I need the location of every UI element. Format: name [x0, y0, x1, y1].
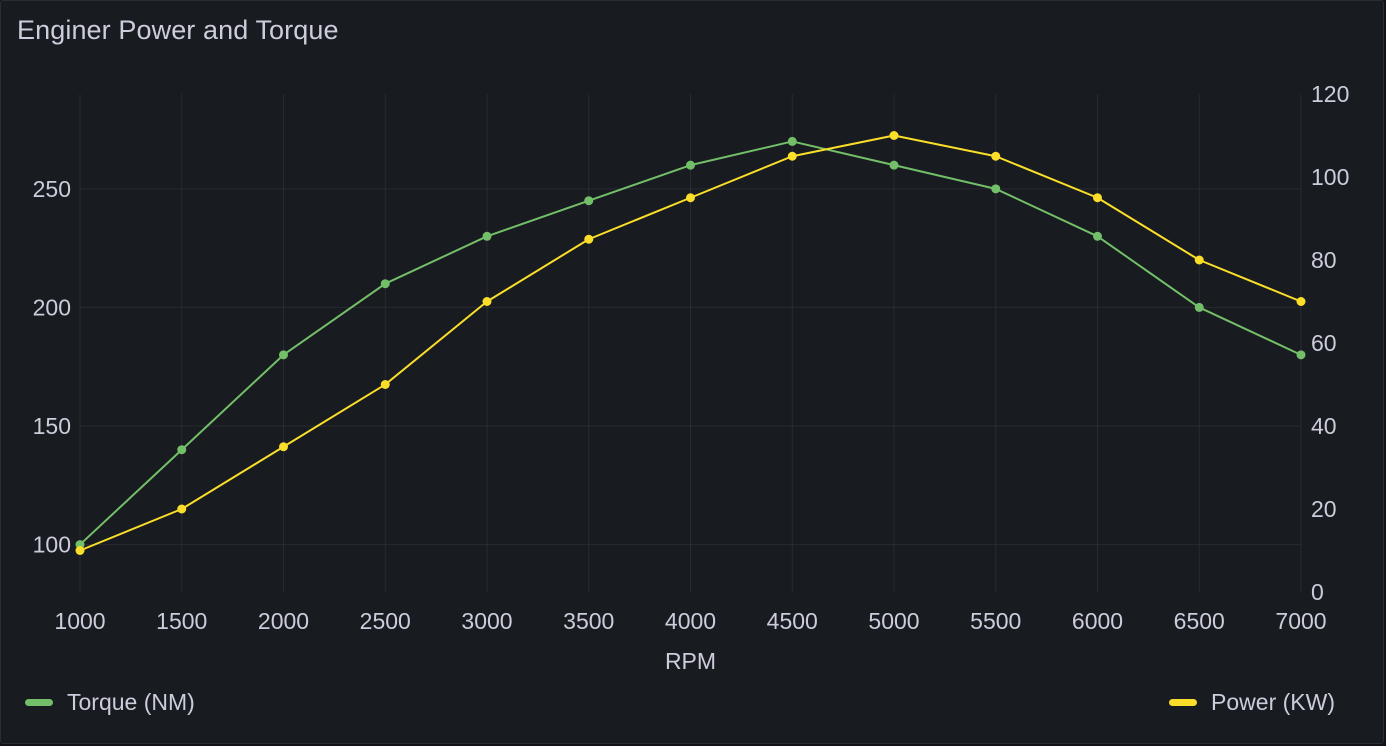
y-left-tick-label: 150 [33, 413, 71, 439]
y-right-tick-label: 120 [1311, 81, 1349, 107]
x-tick-label: 5500 [970, 608, 1021, 634]
x-tick-label: 7000 [1275, 608, 1326, 634]
y-right-tick-label: 80 [1311, 247, 1337, 273]
x-tick-label: 3500 [563, 608, 614, 634]
y-left-tick-label: 200 [33, 294, 71, 320]
x-tick-label: 2000 [258, 608, 309, 634]
data-point-power [686, 193, 695, 203]
panel-title: Enginer Power and Torque [17, 15, 339, 45]
x-tick-label: 4000 [665, 608, 716, 634]
y-right-tick-label: 0 [1311, 579, 1324, 605]
data-point-torque [482, 231, 492, 241]
data-point-power [787, 151, 797, 161]
data-point-power [482, 297, 492, 306]
x-axis-label: RPM [665, 648, 716, 674]
data-point-power [584, 234, 594, 244]
y-right-tick-label: 60 [1311, 330, 1337, 356]
data-point-torque [1093, 231, 1102, 241]
y-right-tick-label: 20 [1311, 496, 1337, 522]
data-point-power [1093, 193, 1102, 203]
x-tick-label: 3000 [461, 608, 512, 634]
data-point-power [279, 442, 288, 452]
legend-label-power: Power (KW) [1211, 689, 1335, 715]
data-point-power [1296, 297, 1306, 306]
x-tick-label: 5000 [868, 608, 919, 634]
x-tick-label: 1500 [156, 608, 207, 634]
legend-label-torque: Torque (NM) [67, 689, 195, 715]
data-point-torque [584, 196, 594, 206]
x-tick-label: 1000 [54, 608, 105, 634]
data-point-torque [686, 160, 695, 170]
legend-item-power[interactable]: Power (KW) [1169, 689, 1335, 716]
x-tick-label: 6000 [1072, 608, 1123, 634]
legend-swatch-torque [25, 699, 53, 706]
data-point-torque [1194, 302, 1204, 312]
data-point-power [177, 504, 187, 514]
data-point-torque [380, 279, 390, 289]
data-point-power [889, 131, 899, 140]
data-point-torque [889, 160, 899, 170]
data-point-power [991, 151, 1001, 161]
x-tick-label: 4500 [767, 608, 818, 634]
x-tick-label: 6500 [1174, 608, 1225, 634]
data-point-power [75, 546, 85, 555]
y-right-tick-label: 100 [1311, 164, 1349, 190]
data-point-torque [787, 136, 797, 146]
x-tick-label: 2500 [360, 608, 411, 634]
legend-swatch-power [1169, 699, 1198, 706]
y-right-tick-label: 40 [1311, 413, 1337, 439]
data-point-power [1194, 255, 1204, 265]
data-point-torque [1296, 350, 1306, 360]
y-left-tick-label: 100 [33, 532, 71, 558]
data-point-torque [279, 350, 288, 360]
y-left-tick-label: 250 [33, 176, 71, 202]
data-point-torque [177, 445, 187, 455]
legend-item-torque[interactable]: Torque (NM) [25, 689, 195, 716]
data-point-torque [991, 184, 1001, 194]
data-point-power [380, 380, 390, 389]
